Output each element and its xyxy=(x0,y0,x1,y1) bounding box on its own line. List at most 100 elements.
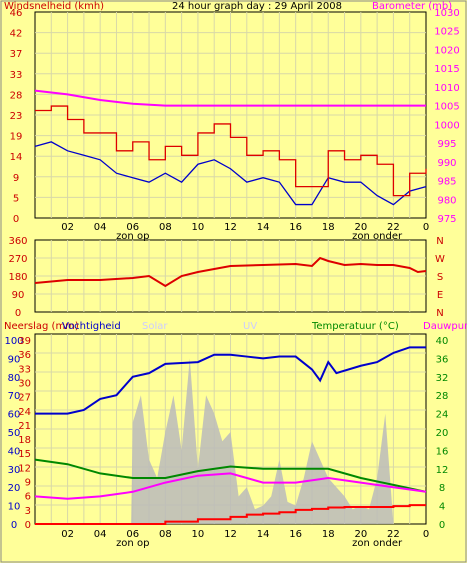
series-windrichting xyxy=(34,256,427,288)
x-tick-label: 08 xyxy=(159,529,172,540)
chart-title: 24 hour graph day : 29 April 2008 xyxy=(172,1,342,12)
rain-tick-label: 6 xyxy=(25,492,31,503)
humidity-tick-label: 90 xyxy=(8,354,21,365)
wind-axis-label: Windsnelheid (kmh) xyxy=(4,1,104,12)
x-tick-label: 04 xyxy=(94,222,107,233)
barometer-axis-label: Barometer (mb) xyxy=(372,1,452,12)
compass-letter: N xyxy=(436,308,443,319)
temperature-axis-label: Temperatuur (°C) xyxy=(311,321,399,332)
wind-tick-label: 9 xyxy=(13,173,19,184)
direction-tick-label: 270 xyxy=(8,254,27,265)
barometer-tick-label: 1020 xyxy=(434,45,459,56)
sunrise-label: zon op xyxy=(116,538,149,549)
barometer-tick-label: 1015 xyxy=(434,64,459,75)
rain-tick-label: 12 xyxy=(18,463,31,474)
barometer-tick-label: 1030 xyxy=(434,8,459,19)
rain-tick-label: 15 xyxy=(18,449,31,460)
x-tick-label: 02 xyxy=(61,529,74,540)
rain-tick-label: 33 xyxy=(18,364,31,375)
rain-tick-label: 21 xyxy=(18,421,31,432)
x-tick-label: 0 xyxy=(423,222,429,233)
rain-tick-label: 27 xyxy=(18,393,31,404)
rain-tick-label: 36 xyxy=(18,350,31,361)
humidity-tick-label: 20 xyxy=(8,483,21,494)
x-tick-label: 20 xyxy=(354,222,367,233)
temperature-tick-label: 28 xyxy=(436,391,449,402)
series-windsnelheid xyxy=(34,141,427,206)
humidity-tick-label: 100 xyxy=(4,336,23,347)
wind-tick-label: 0 xyxy=(13,214,19,225)
x-tick-label: 22 xyxy=(387,529,400,540)
series-solar xyxy=(35,358,426,524)
compass-letter: E xyxy=(437,290,443,301)
humidity-tick-label: 10 xyxy=(8,502,21,513)
dewpoint-axis-label: Dauwpunt xyxy=(423,321,467,332)
x-tick-label: 10 xyxy=(192,222,205,233)
rain-tick-label: 18 xyxy=(18,435,31,446)
barometer-tick-label: 985 xyxy=(437,177,456,188)
temperature-tick-label: 36 xyxy=(436,354,449,365)
barometer-tick-label: 1025 xyxy=(434,27,459,38)
series-temperatuur xyxy=(34,458,427,493)
temperature-tick-label: 0 xyxy=(439,520,445,531)
x-tick-label: 16 xyxy=(289,222,302,233)
barometer-tick-label: 980 xyxy=(437,195,456,206)
x-tick-label: 18 xyxy=(322,222,335,233)
rain-axis-label: Neerslag (mm) xyxy=(4,321,79,332)
series-windstoten xyxy=(35,105,427,197)
x-tick-label: 06 xyxy=(126,222,139,233)
wind-tick-label: 33 xyxy=(10,70,23,81)
compass-letter: S xyxy=(437,272,443,283)
temperature-tick-label: 40 xyxy=(436,336,449,347)
direction-tick-label: 0 xyxy=(15,308,21,319)
compass-letter: N xyxy=(436,236,443,247)
series-dauwpunt xyxy=(34,472,427,500)
wind-tick-label: 46 xyxy=(10,8,23,19)
x-tick-label: 14 xyxy=(257,222,270,233)
rain-tick-label: 30 xyxy=(18,378,31,389)
temperature-tick-label: 20 xyxy=(436,428,449,439)
x-tick-label: 02 xyxy=(61,222,74,233)
barometer-tick-label: 975 xyxy=(437,214,456,225)
uv-label: UV xyxy=(243,321,257,332)
wind-tick-label: 5 xyxy=(13,193,19,204)
compass-letter: W xyxy=(435,254,445,265)
temperature-tick-label: 24 xyxy=(436,410,449,421)
rain-tick-label: 0 xyxy=(25,520,31,531)
wind-tick-label: 28 xyxy=(10,90,23,101)
barometer-tick-label: 1000 xyxy=(434,120,459,131)
humidity-tick-label: 0 xyxy=(11,520,17,531)
sunset-label: zon onder xyxy=(352,231,403,242)
x-tick-label: 20 xyxy=(354,529,367,540)
x-tick-label: 12 xyxy=(224,529,237,540)
humidity-axis-label: Vochtigheid xyxy=(62,321,121,332)
temperature-tick-label: 16 xyxy=(436,446,449,457)
rain-tick-label: 9 xyxy=(25,478,31,489)
series-barometer xyxy=(34,89,426,107)
x-tick-label: 22 xyxy=(387,222,400,233)
barometer-tick-label: 990 xyxy=(437,158,456,169)
series-vochtigheid xyxy=(35,346,426,415)
x-tick-label: 18 xyxy=(322,529,335,540)
x-tick-label: 04 xyxy=(94,529,107,540)
barometer-tick-label: 1005 xyxy=(434,102,459,113)
wind-tick-label: 42 xyxy=(10,29,23,40)
humidity-tick-label: 70 xyxy=(8,391,21,402)
solar-label: Solar xyxy=(142,321,168,332)
temperature-tick-label: 32 xyxy=(436,373,449,384)
wind-tick-label: 23 xyxy=(10,111,23,122)
humidity-tick-label: 50 xyxy=(8,428,21,439)
direction-tick-label: 180 xyxy=(8,272,27,283)
wind-tick-label: 19 xyxy=(10,132,23,143)
humidity-tick-label: 30 xyxy=(8,465,21,476)
x-tick-label: 12 xyxy=(224,222,237,233)
series-neerslag xyxy=(35,504,426,525)
rain-tick-label: 39 xyxy=(18,336,31,347)
sunset-label: zon onder xyxy=(352,538,403,549)
humidity-tick-label: 80 xyxy=(8,373,21,384)
direction-tick-label: 90 xyxy=(12,290,25,301)
barometer-tick-label: 1010 xyxy=(434,83,459,94)
direction-tick-label: 360 xyxy=(8,236,27,247)
x-tick-label: 08 xyxy=(159,222,172,233)
x-tick-label: 10 xyxy=(192,529,205,540)
